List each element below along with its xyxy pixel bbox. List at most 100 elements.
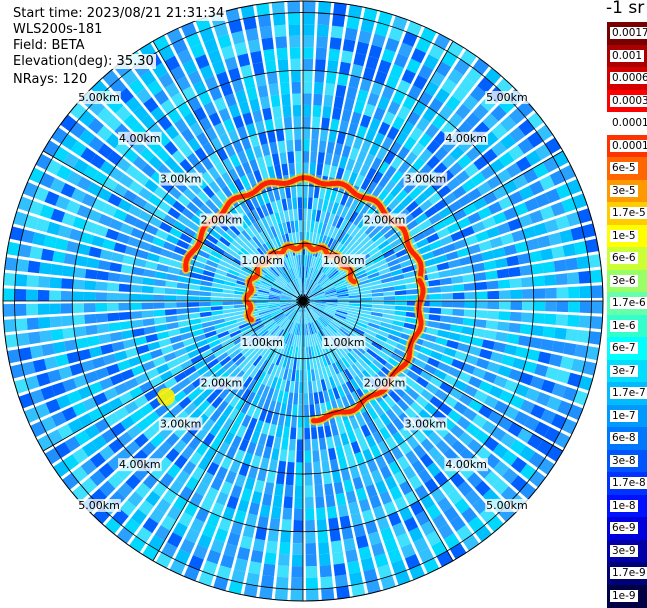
- range-ring-label: 4.00km: [119, 458, 161, 471]
- ray-gate: [294, 497, 303, 509]
- ray-gate: [284, 415, 290, 427]
- ray-gate: [349, 298, 361, 301]
- ray-gate: [85, 269, 98, 279]
- ray-gate: [3, 304, 15, 317]
- range-ring-label: 3.00km: [405, 417, 447, 430]
- ray-gate: [476, 291, 488, 299]
- ray-gate: [260, 26, 273, 39]
- ray-gate: [269, 424, 277, 437]
- ray-gate: [295, 485, 303, 497]
- ray-gate: [261, 143, 270, 156]
- ray-gate: [255, 444, 264, 457]
- ray-gate: [260, 457, 269, 470]
- ray-gate: [291, 70, 301, 82]
- ray-gate: [254, 480, 264, 493]
- ray-gate: [142, 310, 154, 317]
- ray-gate: [555, 273, 567, 285]
- ray-gate: [142, 286, 154, 293]
- ray-gate: [222, 305, 234, 309]
- ray-gate: [522, 301, 534, 311]
- ray-gate: [348, 502, 359, 515]
- ray-gate: [326, 495, 336, 508]
- ray-gate: [73, 315, 85, 325]
- ray-gate: [306, 554, 317, 566]
- ray-gate: [464, 301, 476, 308]
- ray-gate: [290, 59, 300, 71]
- ray-gate: [312, 117, 320, 129]
- range-ring-label: 4.00km: [445, 132, 487, 145]
- ray-gate: [307, 370, 311, 382]
- ray-gate: [334, 482, 344, 495]
- ray-gate: [276, 472, 285, 484]
- ray-gate: [153, 302, 165, 308]
- ray-gate: [356, 488, 367, 501]
- ray-gate: [329, 166, 337, 179]
- ray-gate: [450, 267, 463, 276]
- ray-gate: [446, 340, 459, 349]
- ray-gate: [341, 109, 351, 122]
- ray-gate: [261, 575, 274, 588]
- ray-gate: [288, 392, 294, 404]
- ray-gate: [461, 265, 474, 274]
- ray-gate: [154, 279, 166, 286]
- ray-gate: [53, 341, 66, 353]
- ray-gate: [156, 264, 169, 273]
- ray-gate: [332, 470, 342, 483]
- ray-gate: [284, 117, 292, 129]
- colorbar-label: 0.0001: [610, 140, 647, 152]
- ray-gate: [293, 209, 298, 221]
- ray-gate: [61, 278, 73, 289]
- ray-gate: [303, 116, 311, 128]
- ray-gate: [62, 328, 75, 339]
- ray-gate: [285, 485, 294, 497]
- ray-gate: [61, 315, 73, 326]
- ray-gate: [292, 543, 303, 555]
- range-ring-label: 3.00km: [160, 417, 202, 430]
- ray-gate: [394, 285, 406, 291]
- ray-gate: [242, 112, 253, 125]
- ray-gate: [354, 100, 365, 113]
- ray-gate: [280, 403, 287, 415]
- ray-gate: [52, 251, 65, 263]
- ray-gate: [119, 312, 131, 320]
- ray-gate: [328, 448, 337, 461]
- ray-gate: [563, 343, 576, 356]
- ray-gate: [474, 272, 486, 281]
- ray-gate: [296, 451, 303, 463]
- ray-gate: [295, 151, 301, 163]
- ray-gate: [566, 329, 579, 342]
- ray-gate: [84, 280, 96, 290]
- ray-gate: [305, 520, 315, 532]
- ray-gate: [334, 563, 347, 576]
- ray-gate: [499, 290, 511, 299]
- ray-gate: [168, 329, 181, 337]
- ray-gate: [304, 416, 309, 428]
- ray-gate: [307, 209, 311, 221]
- ray-gate: [299, 393, 303, 405]
- ray-gate: [141, 303, 153, 310]
- range-ring-label: 1.00km: [323, 254, 365, 267]
- ray-gate: [281, 438, 288, 450]
- ray-gate: [328, 518, 339, 531]
- colorbar-label: 0.0017: [610, 27, 647, 39]
- ray-gate: [200, 312, 212, 318]
- ray-gate: [568, 301, 580, 313]
- ray-gate: [165, 309, 177, 316]
- ray-gate: [276, 129, 285, 141]
- ray-gate: [395, 306, 407, 311]
- ray-gate: [493, 342, 506, 353]
- ray-gate: [331, 540, 343, 553]
- ray-gate: [176, 296, 188, 301]
- ray-gate: [303, 93, 312, 105]
- ray-gate: [326, 436, 334, 448]
- ray-gate: [292, 82, 301, 94]
- ray-gate: [437, 262, 450, 271]
- ray-gate: [339, 120, 349, 133]
- ray-gate: [459, 256, 472, 266]
- ray-gate: [311, 140, 318, 152]
- ray-gate: [541, 339, 554, 351]
- ray-gate: [310, 163, 316, 175]
- ray-gate: [258, 132, 268, 145]
- range-ring-label: 5.00km: [78, 499, 120, 512]
- ray-gate: [464, 309, 476, 317]
